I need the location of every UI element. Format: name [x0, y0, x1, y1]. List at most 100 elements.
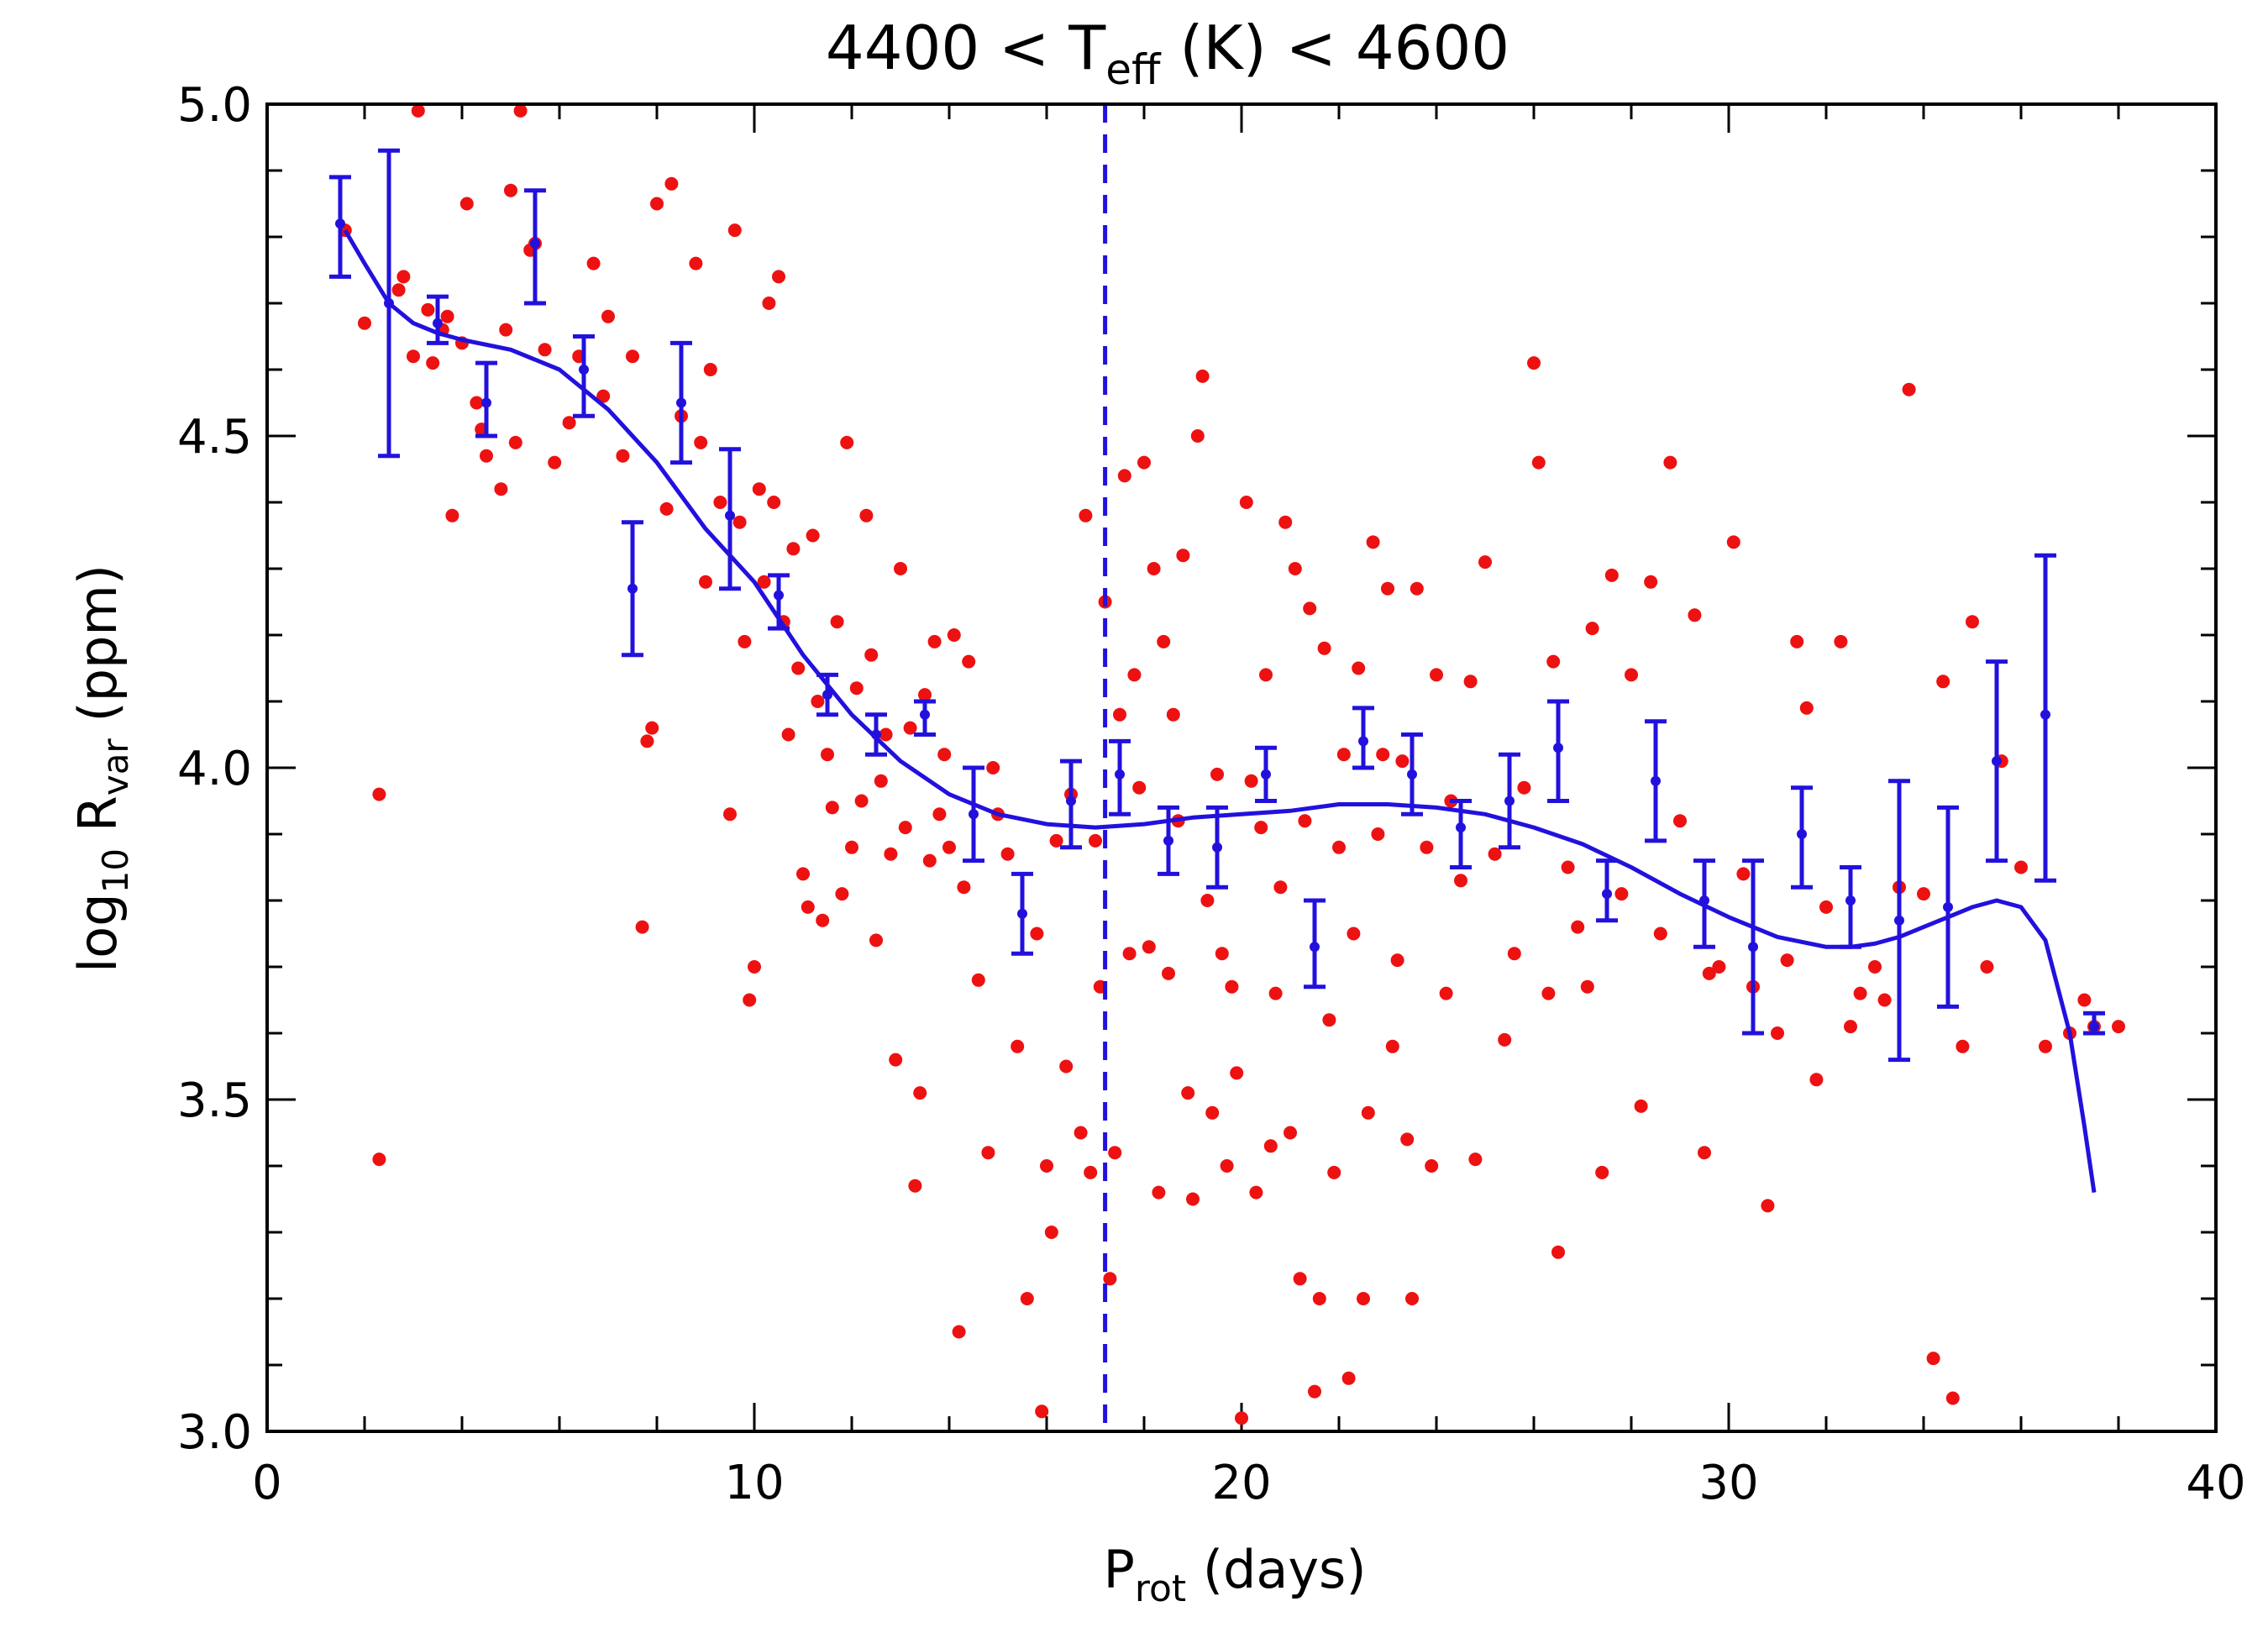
- data-point: [1410, 581, 1424, 596]
- errorbar: [865, 712, 887, 757]
- errorbar: [1888, 779, 1910, 1063]
- y-tick-label: 3.5: [177, 1074, 252, 1128]
- data-point: [932, 807, 947, 822]
- errorbar: [1596, 858, 1618, 923]
- data-point: [796, 867, 810, 881]
- data-point: [1853, 986, 1867, 1000]
- errorbar: [963, 765, 984, 864]
- data-point: [1011, 1039, 1025, 1053]
- data-point: [1268, 986, 1283, 1000]
- errorbar-mean: [1602, 889, 1612, 900]
- errorbar-mean: [1163, 835, 1173, 846]
- errorbar-mean: [579, 365, 589, 375]
- data-point: [1381, 581, 1394, 596]
- errorbar-mean: [1017, 908, 1027, 919]
- data-point: [981, 1146, 995, 1160]
- errorbar: [1742, 858, 1764, 1036]
- data-point: [1152, 1185, 1166, 1200]
- data-point: [1230, 1066, 1244, 1080]
- data-point: [1702, 966, 1716, 980]
- data-point: [1819, 900, 1833, 914]
- data-point: [1284, 1126, 1297, 1140]
- data-point: [2077, 993, 2092, 1007]
- data-point: [664, 176, 679, 191]
- binned-errorbars: [329, 148, 2105, 1063]
- data-point: [1507, 947, 1521, 961]
- axis-tick-labels: 0 10 20 30 40 3.0 3.5 4.0 4.5 5.0: [177, 78, 2246, 1510]
- data-point: [727, 223, 742, 238]
- data-point: [1020, 1292, 1034, 1305]
- data-point: [1103, 1272, 1117, 1286]
- data-point: [1376, 748, 1390, 762]
- errorbar-mean: [384, 298, 394, 308]
- data-point: [1980, 960, 1994, 974]
- data-point: [1771, 1026, 1784, 1040]
- data-point: [650, 197, 664, 211]
- data-point: [1698, 1146, 1711, 1160]
- data-point: [922, 853, 937, 868]
- data-point: [1498, 1032, 1512, 1047]
- data-point: [1357, 1292, 1370, 1305]
- data-point: [694, 435, 708, 449]
- data-point: [1761, 1199, 1775, 1213]
- data-point: [1132, 780, 1147, 795]
- data-point: [1157, 634, 1171, 648]
- data-point: [1488, 847, 1502, 861]
- x-tick-label: 10: [724, 1456, 784, 1510]
- data-point: [1790, 634, 1804, 648]
- data-point: [513, 103, 528, 118]
- data-point: [1166, 707, 1180, 722]
- data-point: [1366, 535, 1380, 549]
- data-point: [947, 628, 961, 642]
- data-point: [1902, 382, 1916, 396]
- data-point: [1644, 575, 1658, 589]
- errorbar-mean: [1894, 915, 1904, 926]
- data-point: [767, 496, 781, 509]
- errorbar-mean: [1797, 829, 1807, 839]
- data-point: [1551, 1245, 1565, 1259]
- data-point: [864, 648, 879, 662]
- data-point: [1249, 1185, 1263, 1200]
- data-point: [1074, 1126, 1088, 1140]
- errorbar: [1352, 706, 1374, 770]
- errorbar-mean: [920, 709, 930, 720]
- data-point: [1809, 1073, 1824, 1087]
- errorbar-mean: [2089, 1021, 2099, 1032]
- data-point: [1186, 1192, 1200, 1206]
- data-point: [1137, 455, 1151, 470]
- data-point: [426, 356, 440, 370]
- data-point: [1425, 1159, 1439, 1173]
- data-point: [1945, 1391, 1960, 1405]
- errorbar-mean: [1748, 942, 1758, 953]
- errorbar: [329, 175, 351, 279]
- data-point: [986, 761, 1000, 774]
- y-axis-label: log10 Rvar (ppm): [67, 564, 136, 973]
- data-point: [1712, 960, 1726, 974]
- errorbar-mean: [1115, 769, 1125, 780]
- errorbar: [378, 148, 400, 459]
- data-point: [659, 501, 674, 516]
- data-point: [601, 309, 615, 323]
- data-point: [1336, 748, 1351, 762]
- plot-frame: [265, 102, 2218, 1433]
- data-point: [1463, 675, 1478, 689]
- data-point: [1035, 1404, 1049, 1419]
- errorbar-mean: [676, 397, 686, 408]
- data-point: [942, 840, 956, 854]
- data-point: [884, 847, 898, 861]
- data-point: [616, 449, 630, 463]
- data-point: [1176, 549, 1190, 563]
- data-point: [1834, 634, 1848, 648]
- data-point: [889, 1053, 903, 1067]
- data-point: [738, 634, 752, 648]
- data-point: [411, 103, 425, 118]
- errorbar-mean: [871, 729, 881, 740]
- data-point: [1263, 1139, 1278, 1153]
- data-point: [1531, 455, 1546, 470]
- data-point: [459, 197, 474, 211]
- errorbar: [573, 334, 595, 418]
- errorbar: [1401, 732, 1423, 816]
- data-point: [1113, 707, 1126, 722]
- data-point: [1040, 1159, 1053, 1173]
- data-point: [1663, 455, 1677, 470]
